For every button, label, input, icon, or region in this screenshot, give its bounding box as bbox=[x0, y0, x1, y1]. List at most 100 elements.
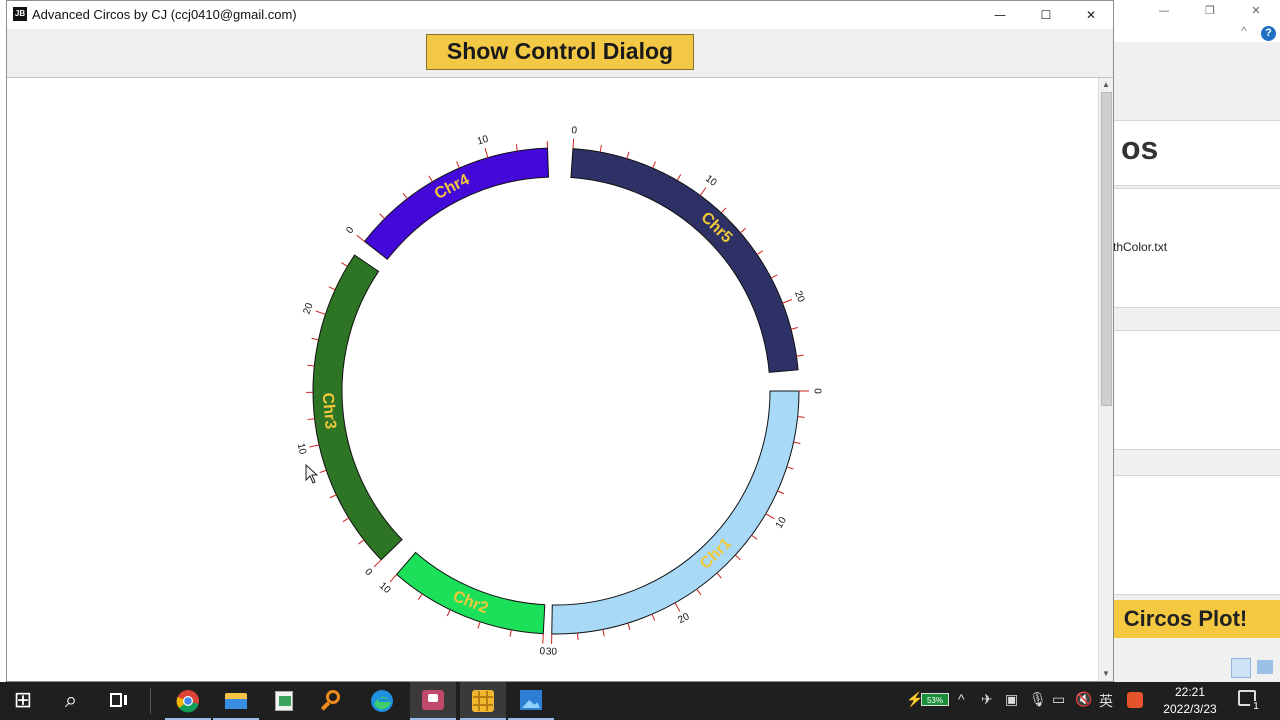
tick-mark bbox=[602, 629, 605, 637]
tick-label: 0 bbox=[344, 224, 356, 236]
tick-label: 10 bbox=[295, 442, 308, 456]
tick-mark bbox=[456, 161, 460, 169]
teams-meeting-icon[interactable] bbox=[410, 682, 456, 720]
tick-mark bbox=[373, 559, 382, 568]
photos-icon[interactable] bbox=[508, 682, 554, 720]
microphone-icon[interactable]: 🎙 bbox=[1029, 691, 1047, 707]
list-view-icon[interactable] bbox=[1231, 658, 1251, 678]
circos-canvas: 0 10 20 30 Chr1 0 10 Chr2 0 10 20 Chr3 0 10 Chr4 0 10 20 C… bbox=[7, 78, 1098, 681]
window-title: Advanced Circos by CJ (ccj0410@gmail.com… bbox=[32, 7, 297, 22]
tick-mark bbox=[328, 286, 336, 291]
search-tool-icon[interactable] bbox=[309, 682, 355, 720]
tick-mark bbox=[652, 161, 656, 169]
tick-label: 30 bbox=[546, 647, 558, 658]
chromosome-segment-chr5 bbox=[570, 148, 799, 373]
chrome-icon[interactable] bbox=[165, 682, 211, 720]
background-window-caption: — ❐ ✕ ^ ? bbox=[1113, 0, 1280, 42]
tick-mark bbox=[751, 534, 758, 540]
tick-label: 20 bbox=[676, 611, 691, 626]
tick-mark bbox=[756, 250, 764, 255]
tick-mark bbox=[796, 354, 804, 357]
tick-mark bbox=[676, 174, 682, 181]
tick-mark bbox=[572, 138, 575, 149]
scrollbar-thumb[interactable] bbox=[1101, 92, 1112, 406]
tick-mark bbox=[734, 554, 741, 561]
bg-heading: os bbox=[1121, 130, 1159, 166]
tick-mark bbox=[740, 227, 747, 234]
tick-mark bbox=[428, 175, 433, 183]
tick-mark bbox=[576, 633, 579, 641]
search-icon[interactable]: ⌕ bbox=[64, 687, 78, 712]
tick-mark bbox=[770, 274, 778, 279]
close-button[interactable]: ✕ bbox=[1085, 8, 1097, 22]
tick-label: 0 bbox=[539, 646, 546, 657]
network-icon[interactable]: ▭ bbox=[1052, 691, 1066, 707]
bg-circos-plot-button[interactable]: Circos Plot! bbox=[1113, 600, 1280, 638]
battery-icon[interactable]: 53% bbox=[921, 693, 949, 706]
tick-mark bbox=[509, 629, 512, 637]
start-button[interactable]: ⊞ bbox=[13, 687, 33, 712]
tick-mark bbox=[515, 144, 518, 152]
bg-minimize-button[interactable]: — bbox=[1158, 4, 1170, 17]
tick-mark bbox=[790, 326, 798, 330]
tick-mark bbox=[329, 494, 337, 499]
show-control-dialog-button[interactable]: Show Control Dialog bbox=[426, 34, 694, 70]
tick-mark bbox=[484, 148, 489, 158]
tick-mark bbox=[341, 262, 348, 267]
vertical-scrollbar[interactable]: ▲ ▼ bbox=[1098, 78, 1113, 681]
notification-icon[interactable] bbox=[1238, 690, 1256, 706]
tick-mark bbox=[402, 192, 408, 200]
tick-mark bbox=[389, 574, 397, 583]
title-bar: JB Advanced Circos by CJ (ccj0410@gmail.… bbox=[7, 1, 1113, 29]
scroll-up-arrow-icon[interactable]: ▲ bbox=[1102, 80, 1110, 89]
notification-count: 1 bbox=[1250, 701, 1262, 713]
minimize-button[interactable]: — bbox=[994, 8, 1006, 22]
edge-icon[interactable] bbox=[359, 682, 405, 720]
tick-mark bbox=[542, 633, 544, 644]
tick-mark bbox=[446, 609, 451, 617]
input-method-indicator[interactable]: 英 bbox=[1099, 693, 1113, 709]
bg-toolbar bbox=[1113, 42, 1280, 90]
clock[interactable]: 22:21 2022/3/23 bbox=[1148, 684, 1232, 718]
tick-mark bbox=[777, 490, 785, 495]
toolbar: Show Control Dialog bbox=[7, 29, 1113, 78]
tick-label: 10 bbox=[774, 515, 789, 531]
scroll-down-arrow-icon[interactable]: ▼ bbox=[1102, 669, 1110, 678]
chromosome-segment-chr2 bbox=[395, 551, 546, 635]
tick-mark bbox=[797, 416, 805, 418]
help-icon[interactable]: ? bbox=[1261, 26, 1276, 41]
chromosome-segment-chr4 bbox=[363, 147, 550, 260]
bg-collapse-icon[interactable]: ^ bbox=[1241, 24, 1247, 38]
tick-mark bbox=[311, 337, 319, 341]
java-app-icon[interactable] bbox=[460, 682, 506, 720]
tick-mark bbox=[793, 441, 801, 445]
chromosome-segment-chr3 bbox=[312, 254, 403, 561]
tick-label: 10 bbox=[377, 580, 393, 596]
chromosome-label: Chr3 bbox=[319, 392, 339, 430]
power-plug-icon[interactable]: ⚡ bbox=[906, 691, 924, 707]
clock-time: 22:21 bbox=[1174, 685, 1206, 699]
tick-mark bbox=[599, 145, 602, 153]
airplane-mode-icon[interactable]: ✈ bbox=[981, 691, 993, 707]
bg-restore-button[interactable]: ❐ bbox=[1205, 4, 1215, 17]
bg-heading-panel bbox=[1113, 120, 1280, 186]
meeting-tray-icon[interactable]: ▣ bbox=[1005, 691, 1019, 707]
tick-mark bbox=[477, 621, 481, 629]
tick-mark bbox=[315, 310, 326, 315]
image-editor-icon[interactable] bbox=[261, 682, 307, 720]
tick-mark bbox=[651, 614, 656, 621]
bg-close-button[interactable]: ✕ bbox=[1251, 4, 1261, 17]
main-window: JB Advanced Circos by CJ (ccj0410@gmail.… bbox=[6, 0, 1114, 682]
tick-label: 0 bbox=[571, 125, 578, 136]
task-view-icon[interactable] bbox=[96, 682, 142, 720]
maximize-button[interactable]: ☐ bbox=[1040, 8, 1052, 22]
file-explorer-icon[interactable] bbox=[213, 682, 259, 720]
tick-mark bbox=[307, 364, 315, 367]
background-window: — ❐ ✕ ^ ? os thColor.txt Circos Plot! bbox=[1113, 0, 1280, 682]
tick-mark bbox=[627, 622, 631, 630]
tick-mark bbox=[309, 444, 320, 448]
ime-app-icon[interactable] bbox=[1127, 692, 1143, 708]
image-view-icon[interactable] bbox=[1257, 660, 1273, 674]
tray-overflow-icon[interactable]: ^ bbox=[958, 691, 965, 707]
volume-muted-icon[interactable]: 🔇 bbox=[1075, 691, 1093, 707]
